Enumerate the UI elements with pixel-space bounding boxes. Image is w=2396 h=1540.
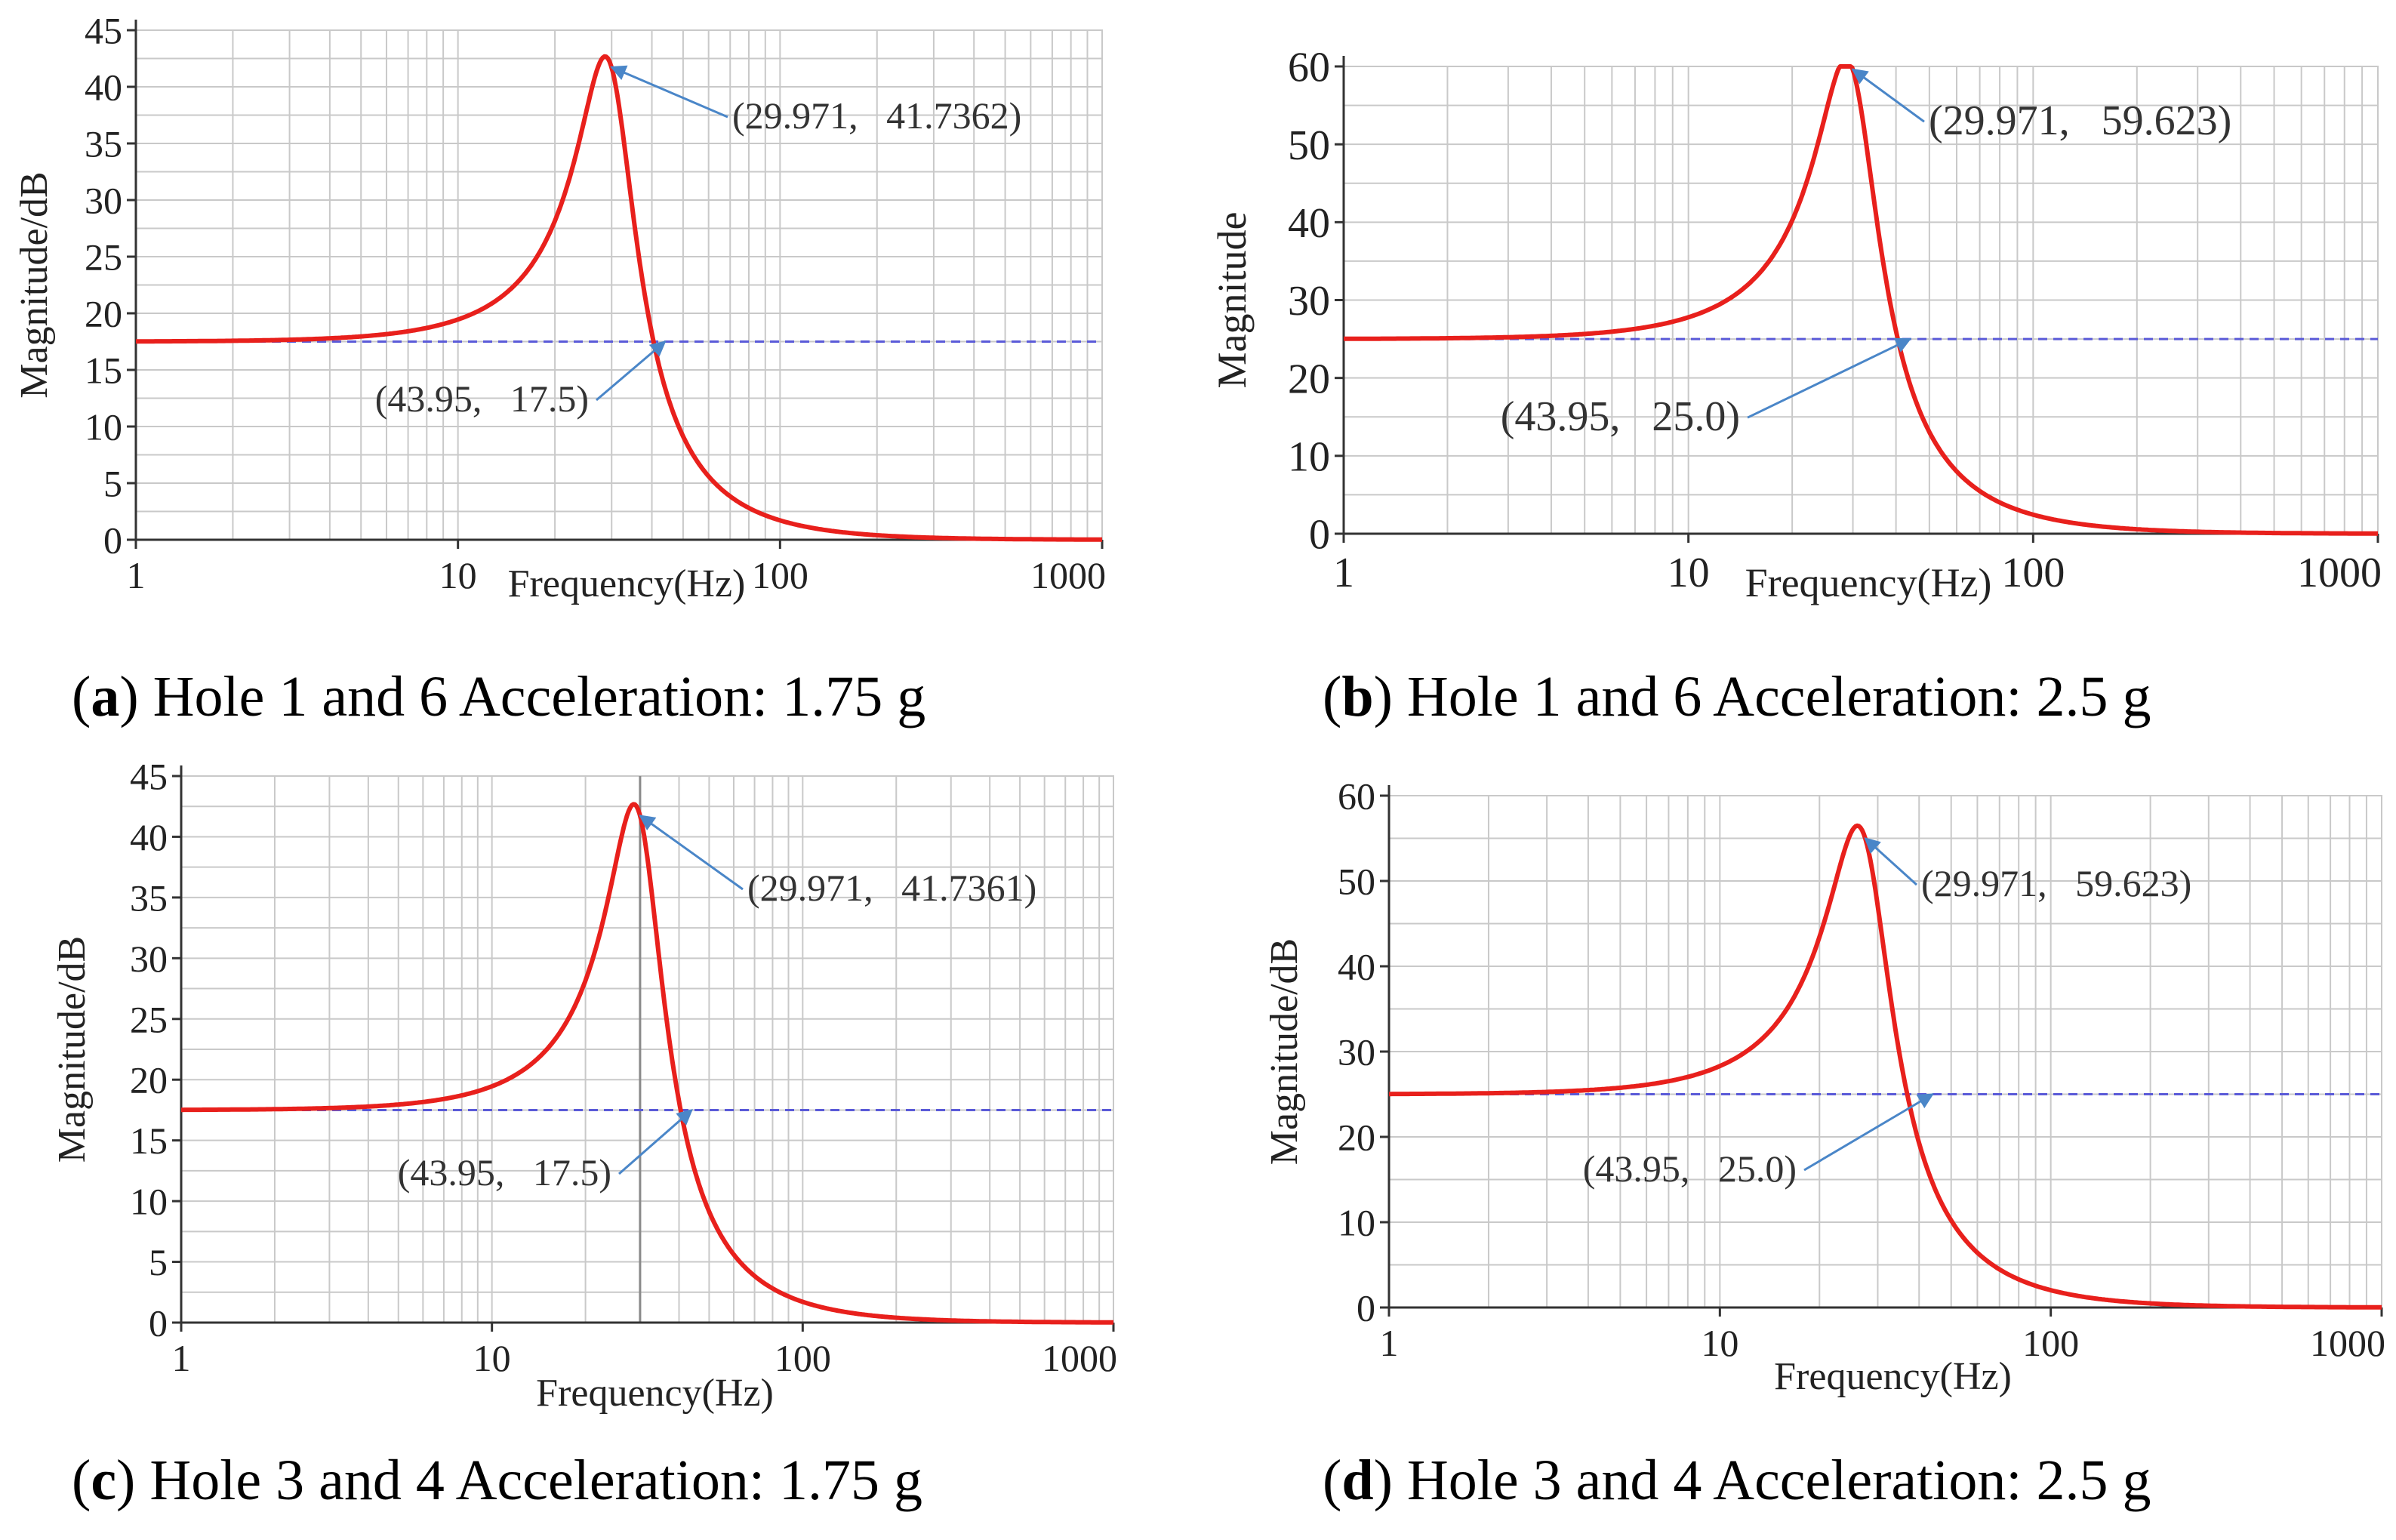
y-axis-label: Magnitude: [1209, 212, 1255, 389]
annotation-arrow: [596, 340, 667, 402]
x-tick-label: 100: [752, 554, 808, 596]
y-tick-label: 5: [149, 1241, 168, 1283]
annotation-label: (43.95, 17.5): [375, 377, 589, 420]
response-curve: [135, 54, 1103, 542]
annotation-label: (43.95, 25.0): [1501, 393, 1740, 440]
chart-b: 0 10 20 30 40 50 60 1 10 100 1000 Frequency(Hz) Magn…: [1209, 45, 2382, 605]
caption-c-text: Hole 3 and 4 Acceleration: 1.75 g: [135, 1449, 922, 1512]
y-axis-label: Magnitude/dB: [1263, 938, 1306, 1165]
y-tick-label: 10: [1338, 1202, 1375, 1244]
x-axis-label: Frequency(Hz): [1774, 1355, 2012, 1398]
y-tick-label: 45: [130, 756, 168, 798]
y-tick-label: 25: [130, 998, 168, 1040]
y-tick-label: 0: [1309, 512, 1330, 559]
response-curve: [180, 802, 1114, 1325]
annotation-arrow: [1851, 68, 1925, 123]
annotation-arrow: [1803, 1093, 1934, 1172]
y-tick-label: 10: [1288, 433, 1330, 480]
caption-b-letter: b: [1341, 665, 1374, 728]
caption-c-letter: c: [91, 1449, 117, 1512]
y-tick-label: 40: [85, 66, 122, 109]
annotation-arrow: [1747, 337, 1912, 419]
annotation-label: (43.95, 17.5): [398, 1151, 611, 1194]
annotation-arrow: [1864, 837, 1918, 886]
response-curve: [1388, 823, 2382, 1310]
annotation-label: (29.971, 41.7362): [732, 94, 1021, 137]
y-tick-label: 35: [130, 876, 168, 919]
y-tick-label: 30: [130, 938, 168, 980]
annotation-label: (43.95, 25.0): [1583, 1147, 1797, 1190]
x-tick-label: 1: [127, 554, 146, 596]
caption-a-text: Hole 1 and 6 Acceleration: 1.75 g: [138, 665, 926, 728]
chart-panel-c: 0 5 10 15 20 25 30 35 40 45 1 10 100 1000 Frequency(Hz…: [0, 747, 1147, 1427]
y-tick-label: 20: [1338, 1116, 1375, 1159]
y-axis-label: Magnitude/dB: [51, 936, 94, 1163]
y-tick-label: 20: [130, 1059, 168, 1101]
y-tick-label: 0: [103, 519, 122, 562]
y-tick-label: 20: [1288, 356, 1330, 402]
y-tick-label: 50: [1338, 861, 1375, 903]
caption-d-letter: d: [1341, 1449, 1374, 1512]
x-tick-label: 10: [1701, 1322, 1738, 1364]
x-tick-label: 1: [1380, 1322, 1399, 1364]
chart-d: 0 10 20 30 40 50 60 1 10 100 1000 Frequency(Hz) Magn…: [1263, 775, 2385, 1399]
x-tick-label: 1: [172, 1337, 191, 1379]
annotation-label: (29.971, 59.623): [1921, 862, 2191, 904]
y-tick-label: 20: [85, 293, 122, 335]
x-tick-label: 10: [1668, 550, 1710, 596]
y-tick-label: 60: [1288, 45, 1330, 91]
y-tick-label: 35: [85, 123, 122, 165]
x-tick-label: 1: [1333, 550, 1354, 596]
y-tick-label: 10: [85, 406, 122, 448]
y-axis-label: Magnitude/dB: [13, 171, 56, 398]
y-tick-label: 40: [1288, 200, 1330, 247]
annotation-arrow: [610, 65, 728, 119]
caption-c: (c) Hole 3 and 4 Acceleration: 1.75 g: [72, 1449, 922, 1512]
y-tick-label: 0: [1357, 1287, 1375, 1329]
x-tick-label: 100: [2001, 550, 2065, 596]
y-tick-label: 0: [149, 1302, 168, 1344]
y-tick-label: 30: [1288, 278, 1330, 325]
chart-panel-d: 0 10 20 30 40 50 60 1 10 100 1000 Frequency(Hz) Magn…: [1208, 747, 2396, 1427]
y-tick-label: 15: [130, 1120, 168, 1162]
y-tick-label: 30: [1338, 1031, 1375, 1073]
annotation-arrow: [618, 1109, 693, 1175]
y-tick-label: 40: [130, 816, 168, 858]
annotation-arrow: [639, 815, 744, 891]
chart-panel-a: 0 5 10 15 20 25 30 35 40 45 1 10 100 1000 Frequency(Hz…: [0, 0, 1147, 634]
response-curve: [1343, 64, 2379, 536]
chart-panel-b: 0 10 20 30 40 50 60 1 10 100 1000 Frequency(Hz) Magn…: [1208, 0, 2396, 634]
x-tick-label: 100: [775, 1337, 831, 1379]
x-tick-label: 1000: [2297, 550, 2382, 596]
y-tick-label: 5: [103, 463, 122, 505]
x-tick-label: 1000: [1042, 1337, 1117, 1379]
x-tick-label: 10: [439, 554, 477, 596]
x-tick-label: 1000: [2310, 1322, 2385, 1364]
y-tick-label: 15: [85, 350, 122, 392]
y-tick-label: 45: [85, 10, 122, 52]
caption-d-text: Hole 3 and 4 Acceleration: 2.5 g: [1392, 1449, 2151, 1512]
x-axis-label: Frequency(Hz): [536, 1372, 774, 1415]
x-tick-label: 1000: [1030, 554, 1106, 596]
caption-b: (b) Hole 1 and 6 Acceleration: 2.5 g: [1323, 665, 2151, 728]
chart-c: 0 5 10 15 20 25 30 35 40 45 1 10 100 1000 Frequency(Hz…: [51, 756, 1117, 1415]
x-axis-label: Frequency(Hz): [1745, 560, 1992, 605]
caption-d: (d) Hole 3 and 4 Acceleration: 2.5 g: [1323, 1449, 2151, 1512]
caption-a: (a) Hole 1 and 6 Acceleration: 1.75 g: [72, 665, 926, 728]
grid: [1343, 66, 2379, 534]
annotation-label: (29.971, 59.623): [1929, 97, 2231, 144]
caption-b-text: Hole 1 and 6 Acceleration: 2.5 g: [1392, 665, 2151, 728]
y-tick-label: 30: [85, 180, 122, 222]
annotation-label: (29.971, 41.7361): [747, 867, 1036, 909]
x-tick-label: 10: [473, 1337, 511, 1379]
y-tick-label: 50: [1288, 122, 1330, 169]
x-tick-label: 100: [2022, 1322, 2079, 1364]
y-tick-label: 40: [1338, 946, 1375, 988]
caption-a-letter: a: [91, 665, 120, 728]
y-tick-label: 25: [85, 236, 122, 279]
chart-a: 0 5 10 15 20 25 30 35 40 45 1 10 100 1000 Frequency(Hz…: [13, 10, 1106, 606]
y-tick-label: 60: [1338, 775, 1375, 818]
x-axis-label: Frequency(Hz): [508, 562, 746, 605]
y-tick-label: 10: [130, 1181, 168, 1223]
